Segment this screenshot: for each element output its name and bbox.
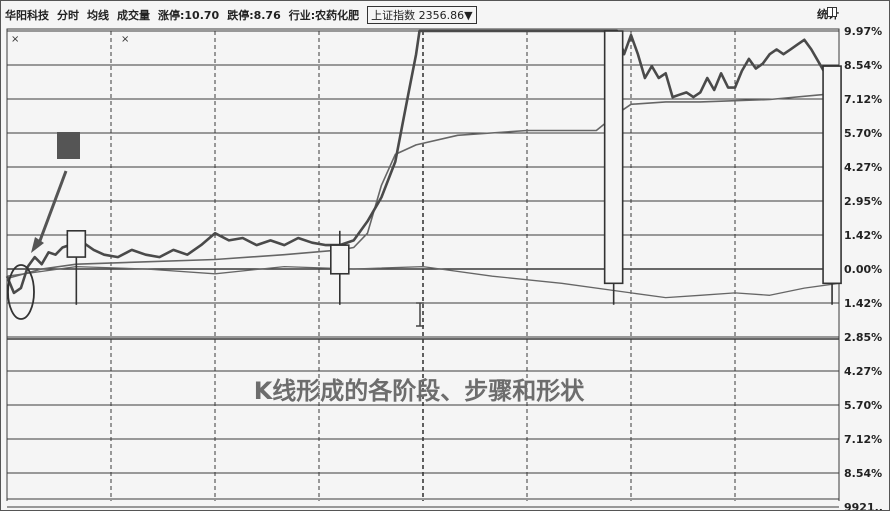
candle-body xyxy=(603,30,624,285)
overlay-title: K线形成的各阶段、步骤和形状 xyxy=(254,377,586,405)
y-tick-label: 9921.. xyxy=(844,501,883,510)
avg-line-label[interactable]: 均线 xyxy=(87,9,109,22)
stats-panel-icon[interactable] xyxy=(827,7,837,17)
y-tick-label: 7.12% xyxy=(844,93,882,106)
average-line-layer xyxy=(6,91,840,280)
stock-name[interactable]: 华阳科技 xyxy=(5,9,49,22)
y-tick-label: 4.27% xyxy=(844,161,882,174)
header-bar: 华阳科技 分时 均线 成交量 涨停:10.70 跌停:8.76 行业:农药化肥 … xyxy=(5,4,835,26)
limit-down-label: 跌停:8.76 xyxy=(227,9,281,22)
annotation-ellipse xyxy=(7,264,35,320)
index-info-box[interactable]: 上证指数 2356.86▼ xyxy=(367,6,477,24)
y-tick-label: 5.70% xyxy=(844,127,882,140)
price-line xyxy=(5,29,841,295)
y-tick-label: 1.42% xyxy=(844,297,882,310)
y-tick-label: 9.97% xyxy=(844,25,882,38)
price-line-layer xyxy=(5,29,841,295)
y-tick-label: 1.42% xyxy=(844,229,882,242)
marker-x: × xyxy=(11,34,19,45)
volume-label[interactable]: 成交量 xyxy=(117,9,150,22)
candle-body xyxy=(822,65,842,285)
y-tick-label: 0.00% xyxy=(844,263,882,276)
annotation-square xyxy=(57,132,80,159)
marker-x: × xyxy=(121,34,129,45)
industry-label[interactable]: 行业:农药化肥 xyxy=(288,9,360,22)
limit-up-label: 涨停:10.70 xyxy=(158,9,220,22)
y-axis-labels: 9.97% 8.54% 7.12% 5.70% 4.27% 2.95% 1.42% 0.00%… xyxy=(844,25,883,510)
y-tick-label: 2.95% xyxy=(844,195,882,208)
y-tick-label: 5.70% xyxy=(844,399,882,412)
index-line xyxy=(6,265,840,299)
candle-body xyxy=(66,230,87,258)
index-line-layer xyxy=(6,265,840,299)
annotation-arrowhead xyxy=(31,237,44,253)
average-price-line xyxy=(6,91,840,280)
y-tick-label: 7.12% xyxy=(844,433,882,446)
y-tick-label: 8.54% xyxy=(844,467,882,480)
y-tick-label: 2.85% xyxy=(844,331,882,344)
y-tick-label: 4.27% xyxy=(844,365,882,378)
y-tick-label: 8.54% xyxy=(844,59,882,72)
annotation-layer: × × xyxy=(7,34,424,327)
view-mode-label[interactable]: 分时 xyxy=(57,9,79,22)
annotation-arrow xyxy=(36,170,68,247)
candle-box-layer xyxy=(66,30,842,305)
candle-body xyxy=(329,244,350,275)
